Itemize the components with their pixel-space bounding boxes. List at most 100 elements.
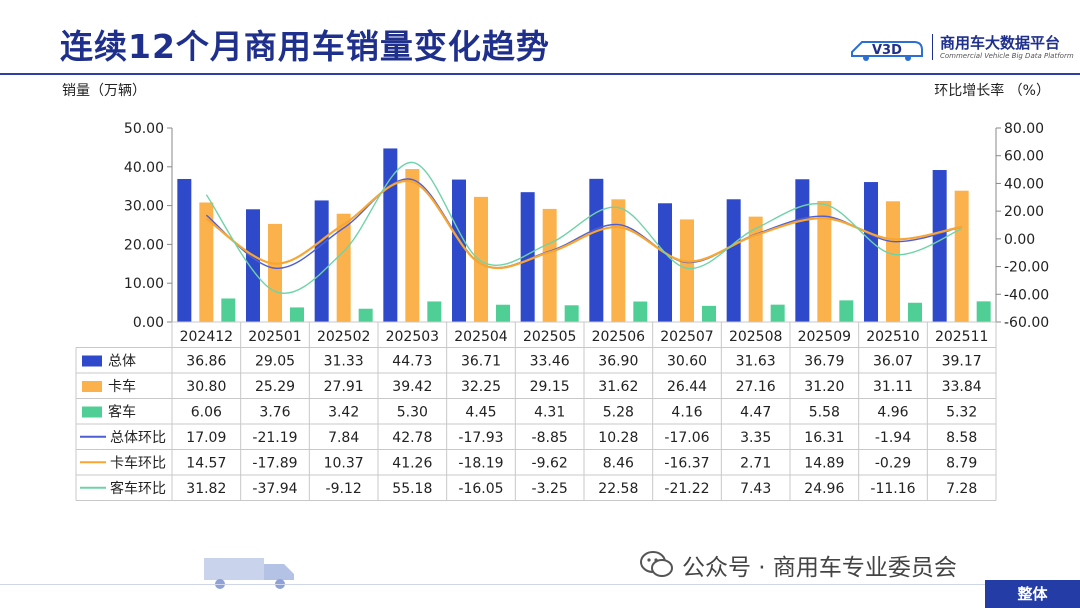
table-cell: 31.82 (186, 481, 226, 497)
bar (268, 223, 282, 322)
bar (726, 199, 741, 322)
y-tick-label-right: 40.00 (1004, 176, 1044, 192)
table-cell: 8.58 (946, 430, 977, 446)
table-cell: 42.78 (392, 430, 432, 446)
table-cell: 39.42 (392, 379, 432, 395)
bar (795, 179, 810, 322)
wechat-account-label: 公众号 · 商用车专业委员会 (682, 555, 957, 581)
table-cell: -16.37 (664, 456, 709, 472)
y-tick-label-left: 0.00 (133, 315, 164, 331)
wechat-account: 公众号 · 商用车专业委员会 (640, 548, 957, 582)
x-tick-label: 202505 (523, 329, 576, 345)
bar (358, 308, 373, 322)
y-tick-label-right: -60.00 (1004, 315, 1049, 331)
table-cell: 5.28 (603, 405, 634, 421)
table-cell: 30.80 (186, 379, 226, 395)
table-cell: 5.30 (397, 405, 428, 421)
y-tick-label-left: 50.00 (124, 121, 164, 137)
legend-label: 客车 (108, 404, 136, 421)
x-tick-label: 202507 (660, 329, 713, 345)
x-tick-label: 202509 (798, 329, 851, 345)
x-tick-label: 202503 (386, 329, 439, 345)
table-cell: 24.96 (804, 481, 844, 497)
table-cell: -0.29 (875, 456, 911, 472)
table-cell: 36.71 (461, 354, 501, 370)
table-cell: -8.85 (532, 430, 568, 446)
table-cell: 27.16 (736, 379, 776, 395)
sales-chart: 50.00 40.00 30.00 20.00 10.00 0.00 80.00 60.00 4… (75, 121, 1049, 501)
table-cell: 2.71 (740, 456, 771, 472)
logo-subtext: Commercial Vehicle Big Data Platform (940, 52, 1074, 60)
bar (452, 179, 466, 322)
bar (427, 301, 442, 322)
table-cell: 17.09 (186, 430, 226, 446)
table-cell: 31.20 (804, 379, 844, 395)
table-cell: -37.94 (252, 481, 297, 497)
table-cell: 7.28 (946, 481, 977, 497)
y-tick-label-right: 20.00 (1004, 204, 1044, 220)
footer-divider (0, 584, 1080, 585)
legend-label: 卡车 (108, 378, 136, 395)
table-cell: 55.18 (392, 481, 432, 497)
bar (177, 178, 192, 322)
y-tick-label-right: -20.00 (1004, 260, 1049, 276)
x-tick-label: 202504 (454, 329, 508, 345)
bar (290, 307, 304, 322)
bar (221, 298, 236, 322)
legend-swatch (82, 355, 102, 367)
bar (864, 182, 878, 322)
bar (246, 209, 260, 322)
bar (680, 219, 694, 322)
table-cell: 16.31 (804, 430, 844, 446)
legend-label: 卡车环比 (110, 455, 166, 472)
y-tick-label-left: 30.00 (124, 199, 164, 215)
table-cell: 26.44 (667, 379, 707, 395)
y-tick-label-left: 20.00 (124, 237, 164, 253)
left-axis-label: 销量（万辆） (62, 83, 146, 99)
table-cell: 39.17 (942, 354, 982, 370)
table-cell: 33.84 (942, 379, 982, 395)
platform-logo: V3D 商用车大数据平台 Commercial Vehicle Big Data… (848, 30, 1074, 64)
bar (542, 208, 557, 322)
bar (976, 301, 991, 322)
table-cell: 4.31 (534, 405, 565, 421)
logo-separator (932, 34, 933, 60)
table-cell: 31.33 (324, 354, 364, 370)
bar (932, 170, 947, 322)
table-cell: 7.84 (328, 430, 359, 446)
bar (383, 148, 398, 322)
table-cell: 33.46 (530, 354, 570, 370)
legend-swatch (82, 406, 102, 418)
x-tick-label: 202510 (866, 329, 919, 345)
section-tag: 整体 (985, 580, 1080, 608)
legend-label: 总体 (108, 354, 136, 370)
bar (658, 203, 672, 322)
table-cell: -11.16 (870, 481, 915, 497)
series-line (205, 161, 962, 294)
table-cell: 5.58 (809, 405, 840, 421)
bar (886, 201, 900, 322)
x-tick-label: 202412 (180, 329, 233, 345)
title-divider (0, 73, 1080, 75)
table-cell: 22.58 (598, 481, 638, 497)
bar (839, 300, 854, 322)
table-cell: -21.22 (664, 481, 709, 497)
table-cell: -1.94 (875, 430, 911, 446)
table-cell: -9.62 (532, 456, 568, 472)
bar (474, 196, 488, 322)
table-cell: 36.79 (804, 354, 844, 370)
table-cell: 44.73 (392, 354, 432, 370)
table-cell: 8.79 (946, 456, 977, 472)
truck-logo-icon: V3D (851, 41, 923, 61)
wechat-icon (640, 551, 673, 577)
x-tick-label: 202508 (729, 329, 782, 345)
truck-watermark-icon (204, 558, 294, 589)
bar (954, 190, 969, 322)
bar (908, 302, 922, 322)
bar (336, 213, 351, 322)
bar (770, 304, 785, 322)
table-cell: 10.37 (324, 456, 364, 472)
table-cell: 6.06 (191, 405, 222, 421)
legend-label: 客车环比 (110, 480, 166, 497)
table-cell: -18.19 (458, 456, 503, 472)
